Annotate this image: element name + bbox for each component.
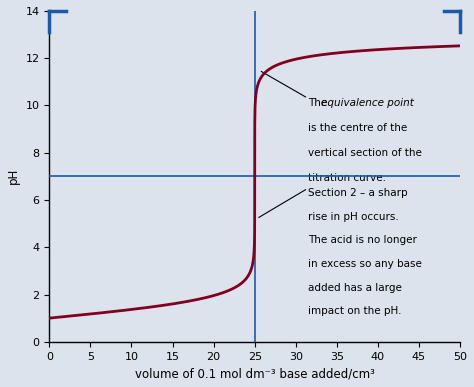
Text: vertical section of the: vertical section of the	[308, 148, 422, 158]
Text: in excess so any base: in excess so any base	[308, 259, 422, 269]
Text: equivalence point: equivalence point	[321, 98, 414, 108]
Y-axis label: pH: pH	[7, 168, 20, 185]
Text: The: The	[308, 98, 330, 108]
Text: rise in pH occurs.: rise in pH occurs.	[308, 212, 399, 222]
Text: Section 2 – a sharp: Section 2 – a sharp	[308, 188, 408, 198]
Text: is the centre of the: is the centre of the	[308, 123, 407, 133]
Text: titration curve.: titration curve.	[308, 173, 386, 183]
Text: added has a large: added has a large	[308, 283, 402, 293]
Text: The acid is no longer: The acid is no longer	[308, 235, 417, 245]
Text: impact on the pH.: impact on the pH.	[308, 307, 401, 316]
X-axis label: volume of 0.1 mol dm⁻³ base added/cm³: volume of 0.1 mol dm⁻³ base added/cm³	[135, 367, 374, 380]
